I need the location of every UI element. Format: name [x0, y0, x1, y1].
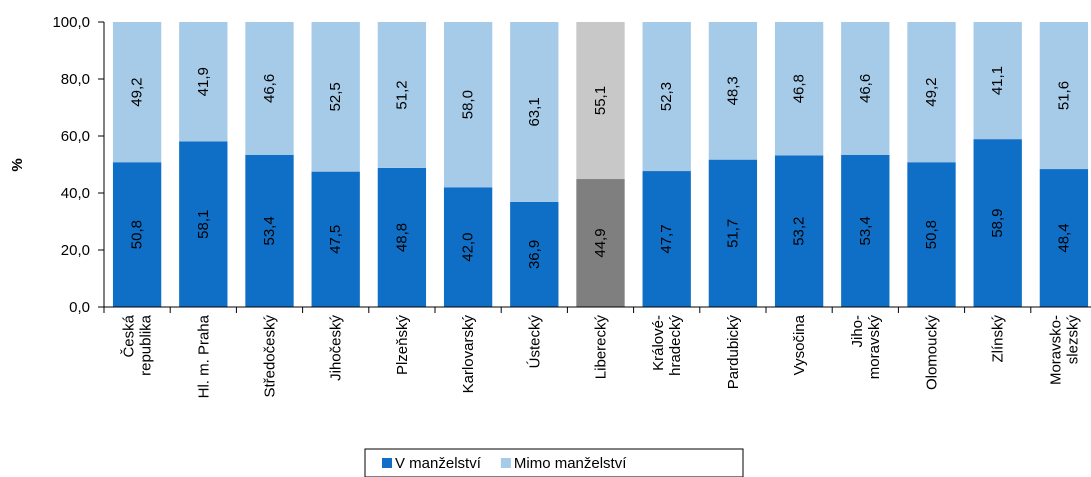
- bar-segment: [1039, 169, 1089, 307]
- bar-segment: [973, 22, 1022, 140]
- value-label: 50,8: [129, 220, 146, 249]
- bar-segment: [311, 171, 360, 307]
- value-label: 58,9: [989, 208, 1006, 237]
- value-label: 58,0: [460, 90, 477, 119]
- bar-segment: [245, 154, 294, 307]
- bar-segment: [642, 22, 691, 172]
- x-tick-label: Hl. m. Praha: [195, 314, 212, 398]
- bar-segment: [443, 187, 493, 307]
- value-label: 49,2: [923, 78, 940, 107]
- bar-segment: [377, 167, 427, 307]
- x-tick-label: Ústecký: [526, 315, 543, 369]
- bar-segment: [774, 155, 824, 307]
- value-label: 52,5: [327, 82, 344, 111]
- value-label: 48,3: [724, 76, 741, 105]
- value-label: 41,9: [195, 67, 212, 96]
- value-label: 50,8: [923, 220, 940, 249]
- x-tick-label: Olomoucký: [924, 315, 941, 391]
- legend-label: V manželství: [395, 455, 482, 472]
- value-label: 51,7: [724, 219, 741, 248]
- bar-segment: [443, 22, 493, 188]
- y-tick-label: 20,0: [61, 242, 90, 259]
- value-label: 36,9: [526, 240, 543, 269]
- x-tick-label: Pardubický: [725, 315, 742, 390]
- bar-segment: [973, 139, 1022, 307]
- value-label: 41,1: [989, 66, 1006, 95]
- legend-swatch: [382, 458, 392, 468]
- x-tick-label: Liberecký: [593, 315, 610, 380]
- bar-segment: [377, 22, 427, 168]
- bar-segment: [708, 159, 758, 307]
- value-label: 47,5: [327, 225, 344, 254]
- legend-box: [364, 448, 744, 477]
- value-label: 47,7: [658, 224, 675, 253]
- x-tick-label: Karlovarský: [460, 315, 477, 394]
- bar-segment: [774, 22, 824, 156]
- bar-segment: [112, 162, 162, 307]
- x-tick-label: Moravsko-slezský: [1047, 315, 1081, 386]
- bar-segment: [907, 22, 956, 163]
- bar-segment: [841, 154, 890, 307]
- value-label: 51,2: [393, 80, 410, 109]
- value-label: 58,1: [195, 210, 212, 239]
- value-label: 52,3: [658, 82, 675, 111]
- x-tick-label: Vysočina: [791, 314, 808, 375]
- x-tick-label: Králové-hradecký: [650, 315, 684, 376]
- bar-segment: [841, 22, 890, 155]
- value-label: 53,4: [261, 216, 278, 245]
- bar-segment: [510, 201, 559, 307]
- x-tick-label: Plzeňský: [394, 315, 411, 376]
- y-axis-label: %: [9, 158, 26, 171]
- x-tick-label: Středočeský: [262, 315, 279, 398]
- bar-segment: [112, 22, 162, 163]
- bar-segment: [179, 141, 228, 307]
- value-label: 46,8: [791, 74, 808, 103]
- value-label: 46,6: [857, 74, 874, 103]
- value-label: 48,8: [393, 223, 410, 252]
- x-tick-label: Jiho-moravský: [849, 315, 883, 380]
- value-label: 48,4: [1055, 223, 1072, 252]
- y-tick-label: 0,0: [69, 299, 90, 316]
- value-label: 53,4: [857, 216, 874, 245]
- legend-swatch: [500, 458, 511, 468]
- bar-segment: [245, 22, 294, 155]
- value-label: 53,2: [791, 217, 808, 246]
- value-label: 49,2: [129, 78, 146, 107]
- bar-segment: [510, 22, 559, 202]
- x-tick-label: Zlínský: [990, 315, 1007, 363]
- bar-segment: [311, 22, 360, 172]
- bar-segment: [179, 22, 228, 142]
- bar-segment: [642, 171, 691, 307]
- x-tick-label: Českárepublika: [121, 314, 155, 376]
- y-tick-label: 80,0: [61, 71, 90, 88]
- y-tick-label: 100,0: [52, 14, 90, 31]
- value-label: 44,9: [592, 228, 609, 257]
- y-tick-label: 40,0: [61, 185, 90, 202]
- value-label: 55,1: [592, 86, 609, 115]
- y-tick-label: 60,0: [61, 128, 90, 145]
- legend-label: Mimo manželství: [514, 455, 627, 472]
- value-label: 63,1: [526, 97, 543, 126]
- value-label: 51,6: [1055, 81, 1072, 110]
- bar-segment: [1039, 22, 1089, 170]
- value-label: 42,0: [460, 233, 477, 262]
- value-label: 46,6: [261, 74, 278, 103]
- bar-segment: [708, 22, 758, 160]
- bar-segment: [907, 162, 956, 307]
- bar-segment: [576, 22, 625, 180]
- x-tick-label: Jihočeský: [328, 315, 345, 381]
- bar-segment: [576, 179, 625, 307]
